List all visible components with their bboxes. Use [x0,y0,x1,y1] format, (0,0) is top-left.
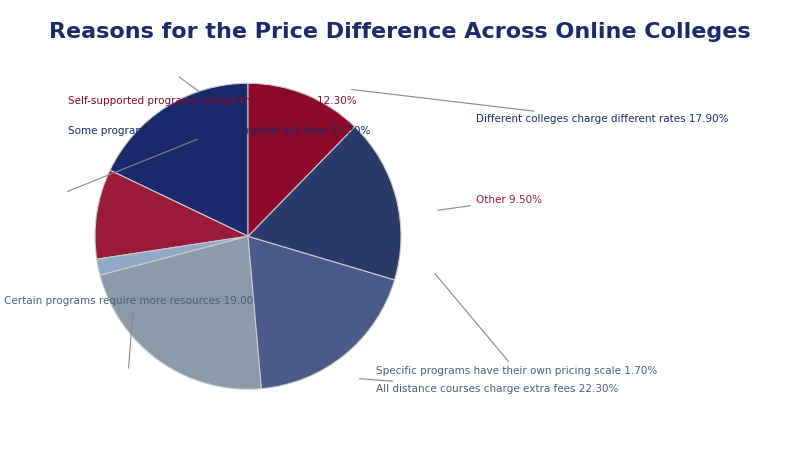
Text: Self-supported programs charge their own rate 12.30%: Self-supported programs charge their own… [68,77,357,106]
Wedge shape [97,236,248,275]
Wedge shape [100,236,262,389]
Text: Some programs charge what the market will bear 17.30%: Some programs charge what the market wil… [67,126,370,191]
Text: Certain programs require more resources 19.00%: Certain programs require more resources … [4,297,263,368]
Text: Specific programs have their own pricing scale 1.70%: Specific programs have their own pricing… [376,274,658,376]
Wedge shape [248,236,394,389]
Wedge shape [248,83,355,236]
Wedge shape [95,170,248,259]
Text: All distance courses charge extra fees 22.30%: All distance courses charge extra fees 2… [359,379,618,394]
Text: Reasons for the Price Difference Across Online Colleges: Reasons for the Price Difference Across … [49,22,751,42]
Text: Different colleges charge different rates 17.90%: Different colleges charge different rate… [351,90,729,124]
Text: Other 9.50%: Other 9.50% [438,195,542,210]
Wedge shape [110,83,248,236]
Wedge shape [248,127,401,280]
